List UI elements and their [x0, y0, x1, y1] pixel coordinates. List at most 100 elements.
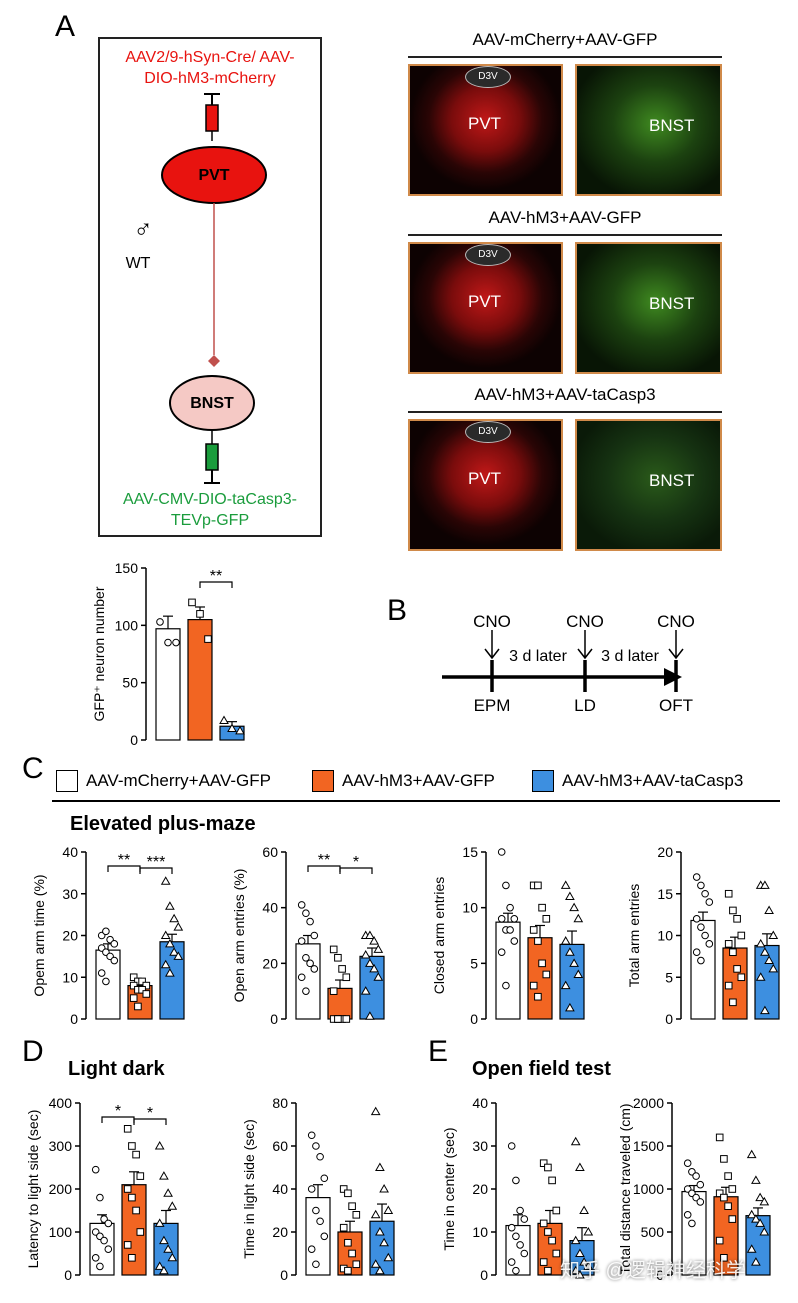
data-point	[338, 965, 346, 973]
data-point	[129, 973, 138, 982]
data-point	[544, 1266, 552, 1275]
data-point	[110, 956, 119, 965]
data-point	[697, 923, 705, 931]
data-point	[715, 1133, 724, 1142]
data-point	[342, 1015, 351, 1023]
data-point	[697, 881, 705, 890]
data-point	[96, 1262, 104, 1271]
data-point	[306, 917, 314, 926]
y-tick-label: 10	[472, 1224, 488, 1240]
data-point	[188, 598, 196, 607]
data-point	[579, 1205, 589, 1214]
data-point	[569, 902, 579, 912]
data-point	[552, 1206, 561, 1215]
data-point	[154, 1218, 165, 1227]
data-point	[329, 987, 338, 995]
data-point	[134, 1002, 142, 1011]
data-point	[746, 1244, 757, 1253]
bar	[495, 921, 521, 1020]
data-point	[548, 1176, 556, 1185]
data-point	[692, 1172, 700, 1180]
data-point	[165, 938, 175, 948]
data-point	[724, 1202, 732, 1211]
data-point	[512, 1266, 520, 1275]
data-point	[154, 1140, 165, 1150]
data-point	[196, 610, 204, 618]
y-tick-label: 0	[480, 1267, 488, 1283]
legend-label-hm3: AAV-hM3+AAV-GFP	[342, 771, 495, 790]
data-point	[164, 638, 172, 647]
data-point	[729, 998, 737, 1007]
data-point	[538, 903, 546, 912]
circuit-schematic: AAV2/9-hSyn-Cre/ AAV-DIO-hM3-mCherry PVT…	[98, 37, 322, 537]
data-point	[156, 618, 164, 626]
data-point	[573, 969, 584, 978]
y-tick-label: 0	[64, 1267, 72, 1283]
data-point	[569, 958, 579, 967]
significance-bracket	[139, 867, 173, 874]
data-point	[316, 1152, 324, 1161]
data-point	[720, 1193, 728, 1202]
data-point	[733, 915, 741, 923]
data-point	[365, 1011, 375, 1020]
data-point	[573, 913, 584, 923]
wt-label: WT	[125, 255, 151, 272]
data-point	[538, 959, 546, 968]
data-point	[297, 973, 306, 982]
data-point	[123, 1241, 132, 1249]
circuit-drawing	[161, 93, 267, 484]
test-label-oft: OFT	[659, 696, 693, 715]
y-axis-label: Open arm entries (%)	[231, 869, 247, 1003]
y-tick-label: 40	[62, 844, 78, 860]
data-point	[360, 949, 371, 959]
data-point	[100, 1236, 108, 1245]
data-point	[570, 1265, 581, 1275]
data-point	[746, 1209, 757, 1219]
data-point	[539, 1159, 548, 1168]
data-point	[544, 1163, 552, 1172]
legend-label-control: AAV-mCherry+AAV-GFP	[86, 771, 271, 790]
data-point	[370, 1259, 381, 1268]
pvt-label: PVT	[468, 469, 502, 488]
data-point	[312, 1142, 320, 1150]
data-point	[548, 1236, 556, 1245]
data-point	[375, 1162, 385, 1171]
panel-letter-a: A	[55, 10, 76, 43]
data-point	[729, 906, 737, 915]
data-point	[506, 926, 514, 934]
watermark: 知乎 @逻辑神经科学	[560, 1260, 746, 1282]
cno-label-3: CNO	[657, 612, 695, 631]
data-point	[565, 891, 575, 901]
significance-label: **	[210, 568, 222, 585]
data-point	[123, 1185, 132, 1193]
data-point	[302, 987, 310, 995]
data-point	[379, 1237, 389, 1247]
data-point	[737, 973, 746, 982]
y-tick-label: 80	[272, 1095, 288, 1111]
data-point	[502, 881, 510, 890]
data-point	[297, 937, 306, 945]
legend-swatch-hm3	[312, 770, 334, 792]
data-point	[312, 1206, 320, 1215]
data-point	[751, 1257, 761, 1266]
y-tick-label: 15	[657, 886, 673, 902]
data-point	[173, 951, 184, 960]
data-point	[344, 1266, 352, 1275]
data-point	[169, 947, 179, 956]
data-point	[724, 981, 733, 990]
bnst-label: BNST	[649, 471, 695, 490]
data-point	[310, 931, 319, 940]
y-tick-label: 40	[262, 900, 278, 916]
data-point	[307, 1185, 316, 1193]
data-point	[370, 1209, 381, 1219]
cno-label-2: CNO	[566, 612, 604, 631]
legend-divider	[52, 800, 780, 802]
y-axis-label: Total arm entries	[626, 884, 642, 987]
data-point	[365, 930, 375, 939]
data-point	[91, 1254, 100, 1262]
y-tick-label: 300	[49, 1138, 73, 1154]
data-point	[365, 958, 375, 967]
data-point	[110, 940, 119, 948]
y-tick-label: 15	[462, 844, 478, 860]
